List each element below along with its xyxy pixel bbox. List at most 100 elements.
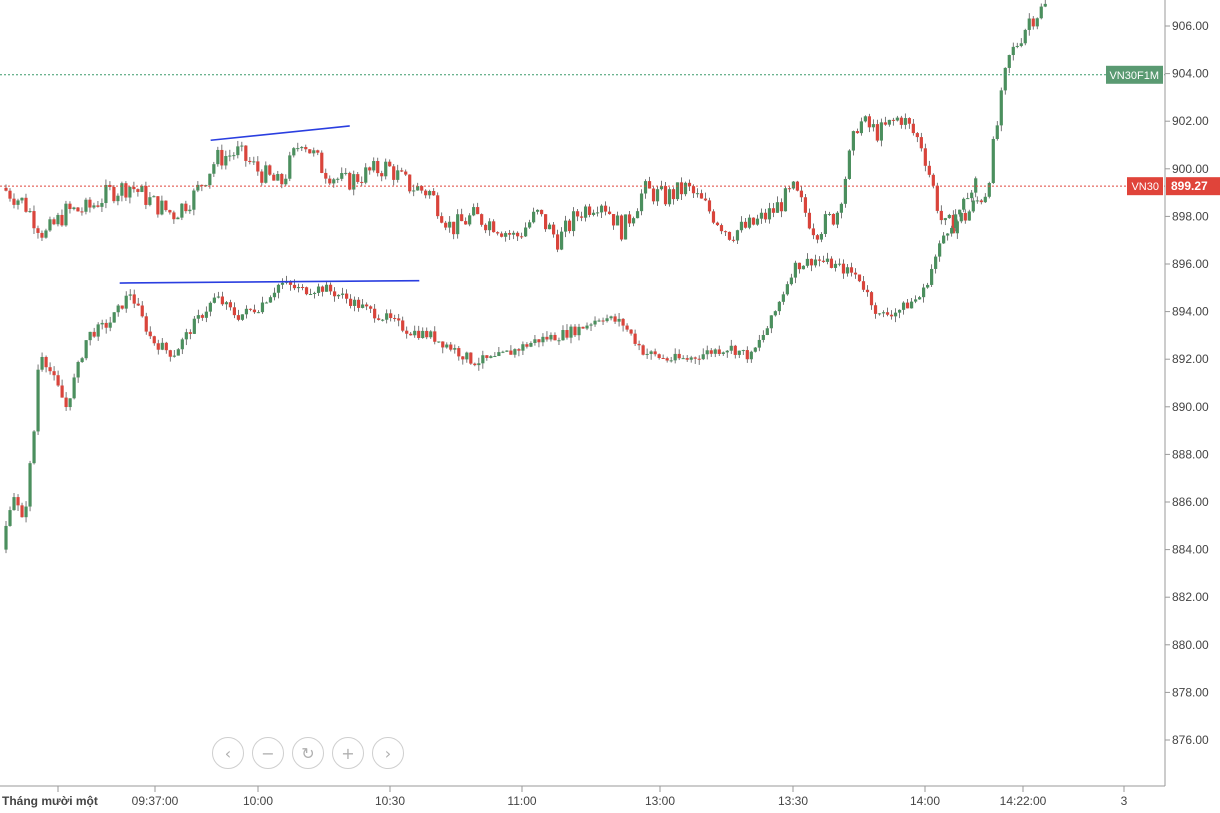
y-tick-label: 890.00 — [1172, 400, 1209, 414]
candle-body — [268, 165, 272, 175]
candle-body — [92, 331, 96, 337]
scroll-left-button[interactable]: ‹ — [212, 737, 244, 769]
candle-body — [252, 309, 257, 313]
candle-body — [719, 225, 724, 232]
candle-body — [232, 155, 236, 157]
candle-body — [372, 161, 376, 171]
candle-body — [749, 351, 753, 360]
candle-body — [148, 331, 152, 337]
y-tick-label: 896.00 — [1172, 257, 1209, 271]
candle-body — [767, 208, 772, 220]
candle-body — [615, 215, 620, 226]
candle-body — [252, 161, 256, 163]
candle-body — [68, 203, 72, 210]
candle-body — [645, 353, 649, 355]
candle-body — [120, 305, 124, 309]
candle-body — [861, 281, 866, 290]
candle-body — [885, 312, 890, 315]
minus-icon: − — [261, 743, 275, 763]
series-name-label: VN30F1M — [1109, 70, 1159, 82]
zoom-in-button[interactable]: + — [332, 737, 364, 769]
candle-body — [36, 228, 40, 233]
candle-body — [420, 186, 424, 191]
candle-body — [260, 302, 265, 313]
candle-body — [164, 200, 168, 211]
candle-body — [581, 326, 585, 329]
series-name-badge — [1127, 177, 1163, 196]
candle-body — [713, 349, 717, 354]
candle-body — [947, 214, 951, 219]
candle-body — [300, 147, 304, 149]
candle-body — [312, 150, 316, 154]
candle-body — [100, 203, 104, 207]
candle-body — [987, 183, 991, 197]
candle-body — [244, 145, 248, 161]
candle-body — [559, 231, 564, 250]
candle-body — [540, 209, 544, 215]
candle-body — [883, 122, 887, 125]
last-price-badge — [1166, 177, 1220, 196]
plot-area — [0, 0, 1165, 554]
candle-body — [492, 221, 496, 233]
candle-body — [787, 188, 792, 190]
candle-body — [248, 160, 252, 163]
candle-body — [60, 214, 64, 226]
candle-body — [835, 212, 839, 225]
candle-body — [687, 182, 692, 187]
trendline[interactable] — [119, 279, 420, 284]
candle-body — [911, 123, 915, 134]
y-tick-label: 894.00 — [1172, 305, 1209, 319]
candle-body — [84, 199, 88, 212]
candle-body — [4, 187, 8, 191]
candle-body — [931, 174, 935, 186]
candle-body — [913, 299, 918, 302]
candle-body — [1019, 43, 1023, 46]
candle-body — [585, 325, 589, 329]
y-tick-label: 884.00 — [1172, 543, 1209, 557]
candle-body — [412, 190, 416, 192]
candle-body — [428, 191, 432, 196]
trendline[interactable] — [210, 125, 350, 142]
candle-body — [683, 182, 688, 195]
candle-body — [657, 354, 661, 358]
candle-body — [819, 233, 824, 240]
candle-body — [16, 497, 20, 506]
series-name-label: VN30 — [1131, 181, 1159, 193]
candle-body — [385, 313, 389, 320]
candle-body — [224, 302, 228, 305]
candle-body — [1023, 29, 1027, 44]
candle-body — [701, 354, 705, 360]
scroll-right-button[interactable]: › — [372, 737, 404, 769]
candle-body — [959, 212, 963, 222]
series-vn30f1m-candles — [4, 0, 1047, 253]
candle-body — [452, 221, 456, 235]
candle-body — [609, 316, 613, 319]
candle-body — [651, 188, 656, 202]
x-tick-label: 10:00 — [243, 794, 273, 808]
reset-button[interactable]: ↻ — [292, 737, 324, 769]
candle-body — [481, 355, 485, 364]
candle-body — [769, 315, 773, 329]
candle-body — [476, 207, 480, 215]
candle-body — [304, 147, 308, 150]
candle-body — [797, 262, 801, 270]
candle-body — [204, 311, 208, 318]
candle-body — [717, 349, 721, 355]
candle-body — [425, 330, 429, 338]
candle-body — [857, 274, 862, 282]
candle-body — [160, 342, 164, 350]
candle-body — [324, 172, 328, 179]
candle-body — [815, 235, 820, 240]
candle-body — [92, 205, 96, 208]
candle-body — [521, 344, 525, 351]
candle-body — [991, 138, 995, 184]
candle-body — [52, 219, 56, 225]
candle-body — [785, 284, 789, 295]
candle-body — [635, 211, 640, 219]
candle-body — [361, 304, 365, 308]
zoom-out-button[interactable]: − — [252, 737, 284, 769]
candle-body — [967, 211, 971, 221]
candle-body — [328, 178, 332, 184]
candle-body — [549, 334, 553, 340]
